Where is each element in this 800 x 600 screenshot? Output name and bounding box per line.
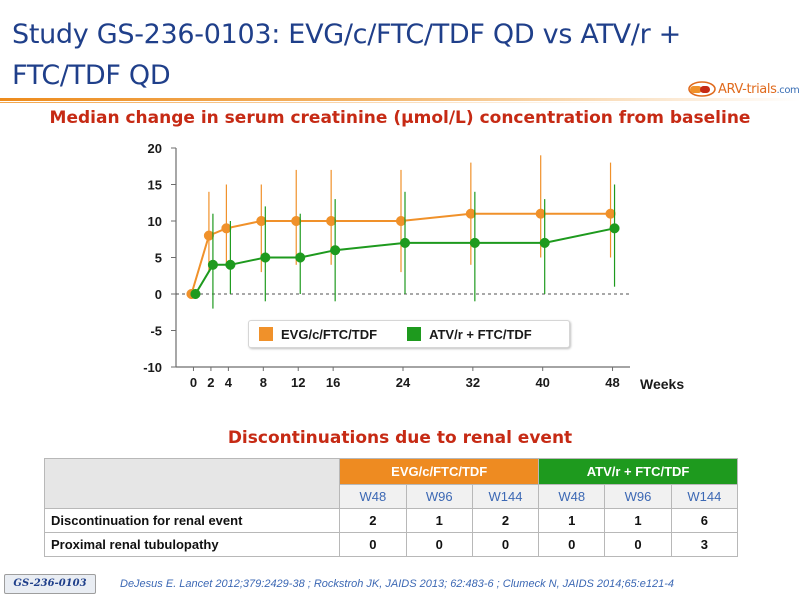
group-header-evg: EVG/c/FTC/TDF (339, 458, 540, 485)
x-tick-label: 48 (605, 375, 619, 390)
data-point (605, 208, 616, 219)
week-header: W144 (670, 484, 739, 509)
legend-label-atv: ATV/r + FTC/TDF (429, 326, 532, 342)
chart-legend: EVG/c/FTC/TDF ATV/r + FTC/TDF (248, 320, 570, 348)
data-point (291, 215, 302, 227)
y-tick-label: 15 (148, 178, 162, 193)
data-point (395, 215, 407, 227)
logo-middle: -trials (742, 81, 777, 97)
title-underline-thin (0, 102, 800, 103)
table-cell: 0 (471, 532, 540, 557)
table-corner-cell (43, 458, 341, 509)
table-cell: 3 (670, 532, 739, 557)
week-header: W144 (471, 484, 540, 509)
chart-title: Median change in serum creatinine (μmol/… (49, 108, 751, 128)
y-tick-label: 10 (148, 214, 162, 229)
x-axis-label: Weeks (640, 376, 684, 392)
table-title: Discontinuations due to renal event (227, 428, 573, 448)
week-header: W48 (339, 484, 407, 509)
table-week-row: W48 W96 W144 W48 W96 W144 (45, 484, 739, 509)
table-cell: 0 (405, 532, 473, 557)
table-cell: 2 (471, 508, 540, 533)
week-header: W96 (604, 484, 672, 509)
data-point (190, 288, 201, 300)
table-cell: 1 (405, 508, 473, 533)
table-cell: 1 (604, 508, 672, 533)
logo-prefix: ARV (718, 81, 743, 97)
data-point (326, 215, 337, 227)
y-tick-label: -10 (143, 360, 162, 375)
table-cell: 1 (538, 508, 606, 533)
title-underline (0, 98, 800, 101)
legend-item-evg: EVG/c/FTC/TDF (259, 327, 377, 342)
data-point (330, 245, 341, 256)
y-tick-label: -5 (150, 324, 162, 339)
x-tick-label: 8 (260, 375, 267, 390)
y-tick-label: 0 (155, 287, 162, 302)
x-tick-label: 0 (190, 375, 197, 390)
discontinuation-table: EVG/c/FTC/TDF ATV/r + FTC/TDF W48 W96 W1… (43, 458, 739, 557)
legend-item-atv: ATV/r + FTC/TDF (407, 327, 532, 342)
week-header: W96 (405, 484, 473, 509)
x-tick-label: 16 (326, 375, 340, 390)
table-cell: 2 (339, 508, 407, 533)
series-line (190, 212, 611, 295)
x-tick-label: 4 (225, 375, 233, 390)
table-group-row: EVG/c/FTC/TDF ATV/r + FTC/TDF (43, 458, 738, 509)
data-point (260, 252, 271, 263)
data-point (207, 259, 218, 270)
table-cell: 6 (670, 508, 739, 533)
legend-label-evg: EVG/c/FTC/TDF (281, 326, 378, 342)
pill-logo-icon (688, 81, 716, 97)
x-tick-label: 40 (535, 375, 549, 390)
data-point (539, 237, 550, 248)
references: DeJesus E. Lancet 2012;379:2429-38 ; Roc… (120, 578, 674, 590)
series-line (194, 227, 615, 295)
data-point (203, 230, 214, 241)
data-point (609, 223, 620, 234)
data-point (535, 208, 546, 219)
arv-trials-logo: ARV-trials.com (686, 79, 800, 99)
data-point (469, 237, 480, 248)
legend-swatch-evg (259, 327, 273, 341)
logo-suffix: .com (776, 84, 800, 96)
x-tick-label: 2 (207, 375, 214, 390)
slide-title: Study GS-236-0103: EVG/c/FTC/TDF QD vs A… (12, 19, 682, 91)
data-point (225, 259, 236, 270)
y-tick-label: 5 (155, 251, 162, 266)
x-tick-label: 12 (291, 375, 305, 390)
legend-swatch-atv (407, 327, 422, 341)
row-label: Proximal renal tubulopathy (43, 532, 341, 557)
data-point (399, 237, 411, 248)
table-row: Proximal renal tubulopathy 0 0 0 0 0 3 (43, 532, 739, 557)
table-cell: 0 (339, 532, 407, 557)
y-tick-label: 20 (148, 141, 162, 156)
table-cell: 0 (604, 532, 672, 557)
data-point (256, 215, 267, 227)
row-label: Discontinuation for renal event (43, 508, 341, 533)
x-tick-label: 32 (466, 375, 480, 390)
data-point (221, 223, 232, 234)
data-point (295, 252, 306, 263)
week-header: W48 (538, 484, 606, 509)
study-id-badge: GS-236-0103 (4, 574, 96, 594)
data-point (465, 208, 476, 219)
x-tick-label: 24 (396, 375, 411, 390)
table-cell: 0 (538, 532, 606, 557)
table-row: Discontinuation for renal event 2 1 2 1 … (43, 508, 739, 533)
group-header-atv: ATV/r + FTC/TDF (538, 458, 738, 485)
